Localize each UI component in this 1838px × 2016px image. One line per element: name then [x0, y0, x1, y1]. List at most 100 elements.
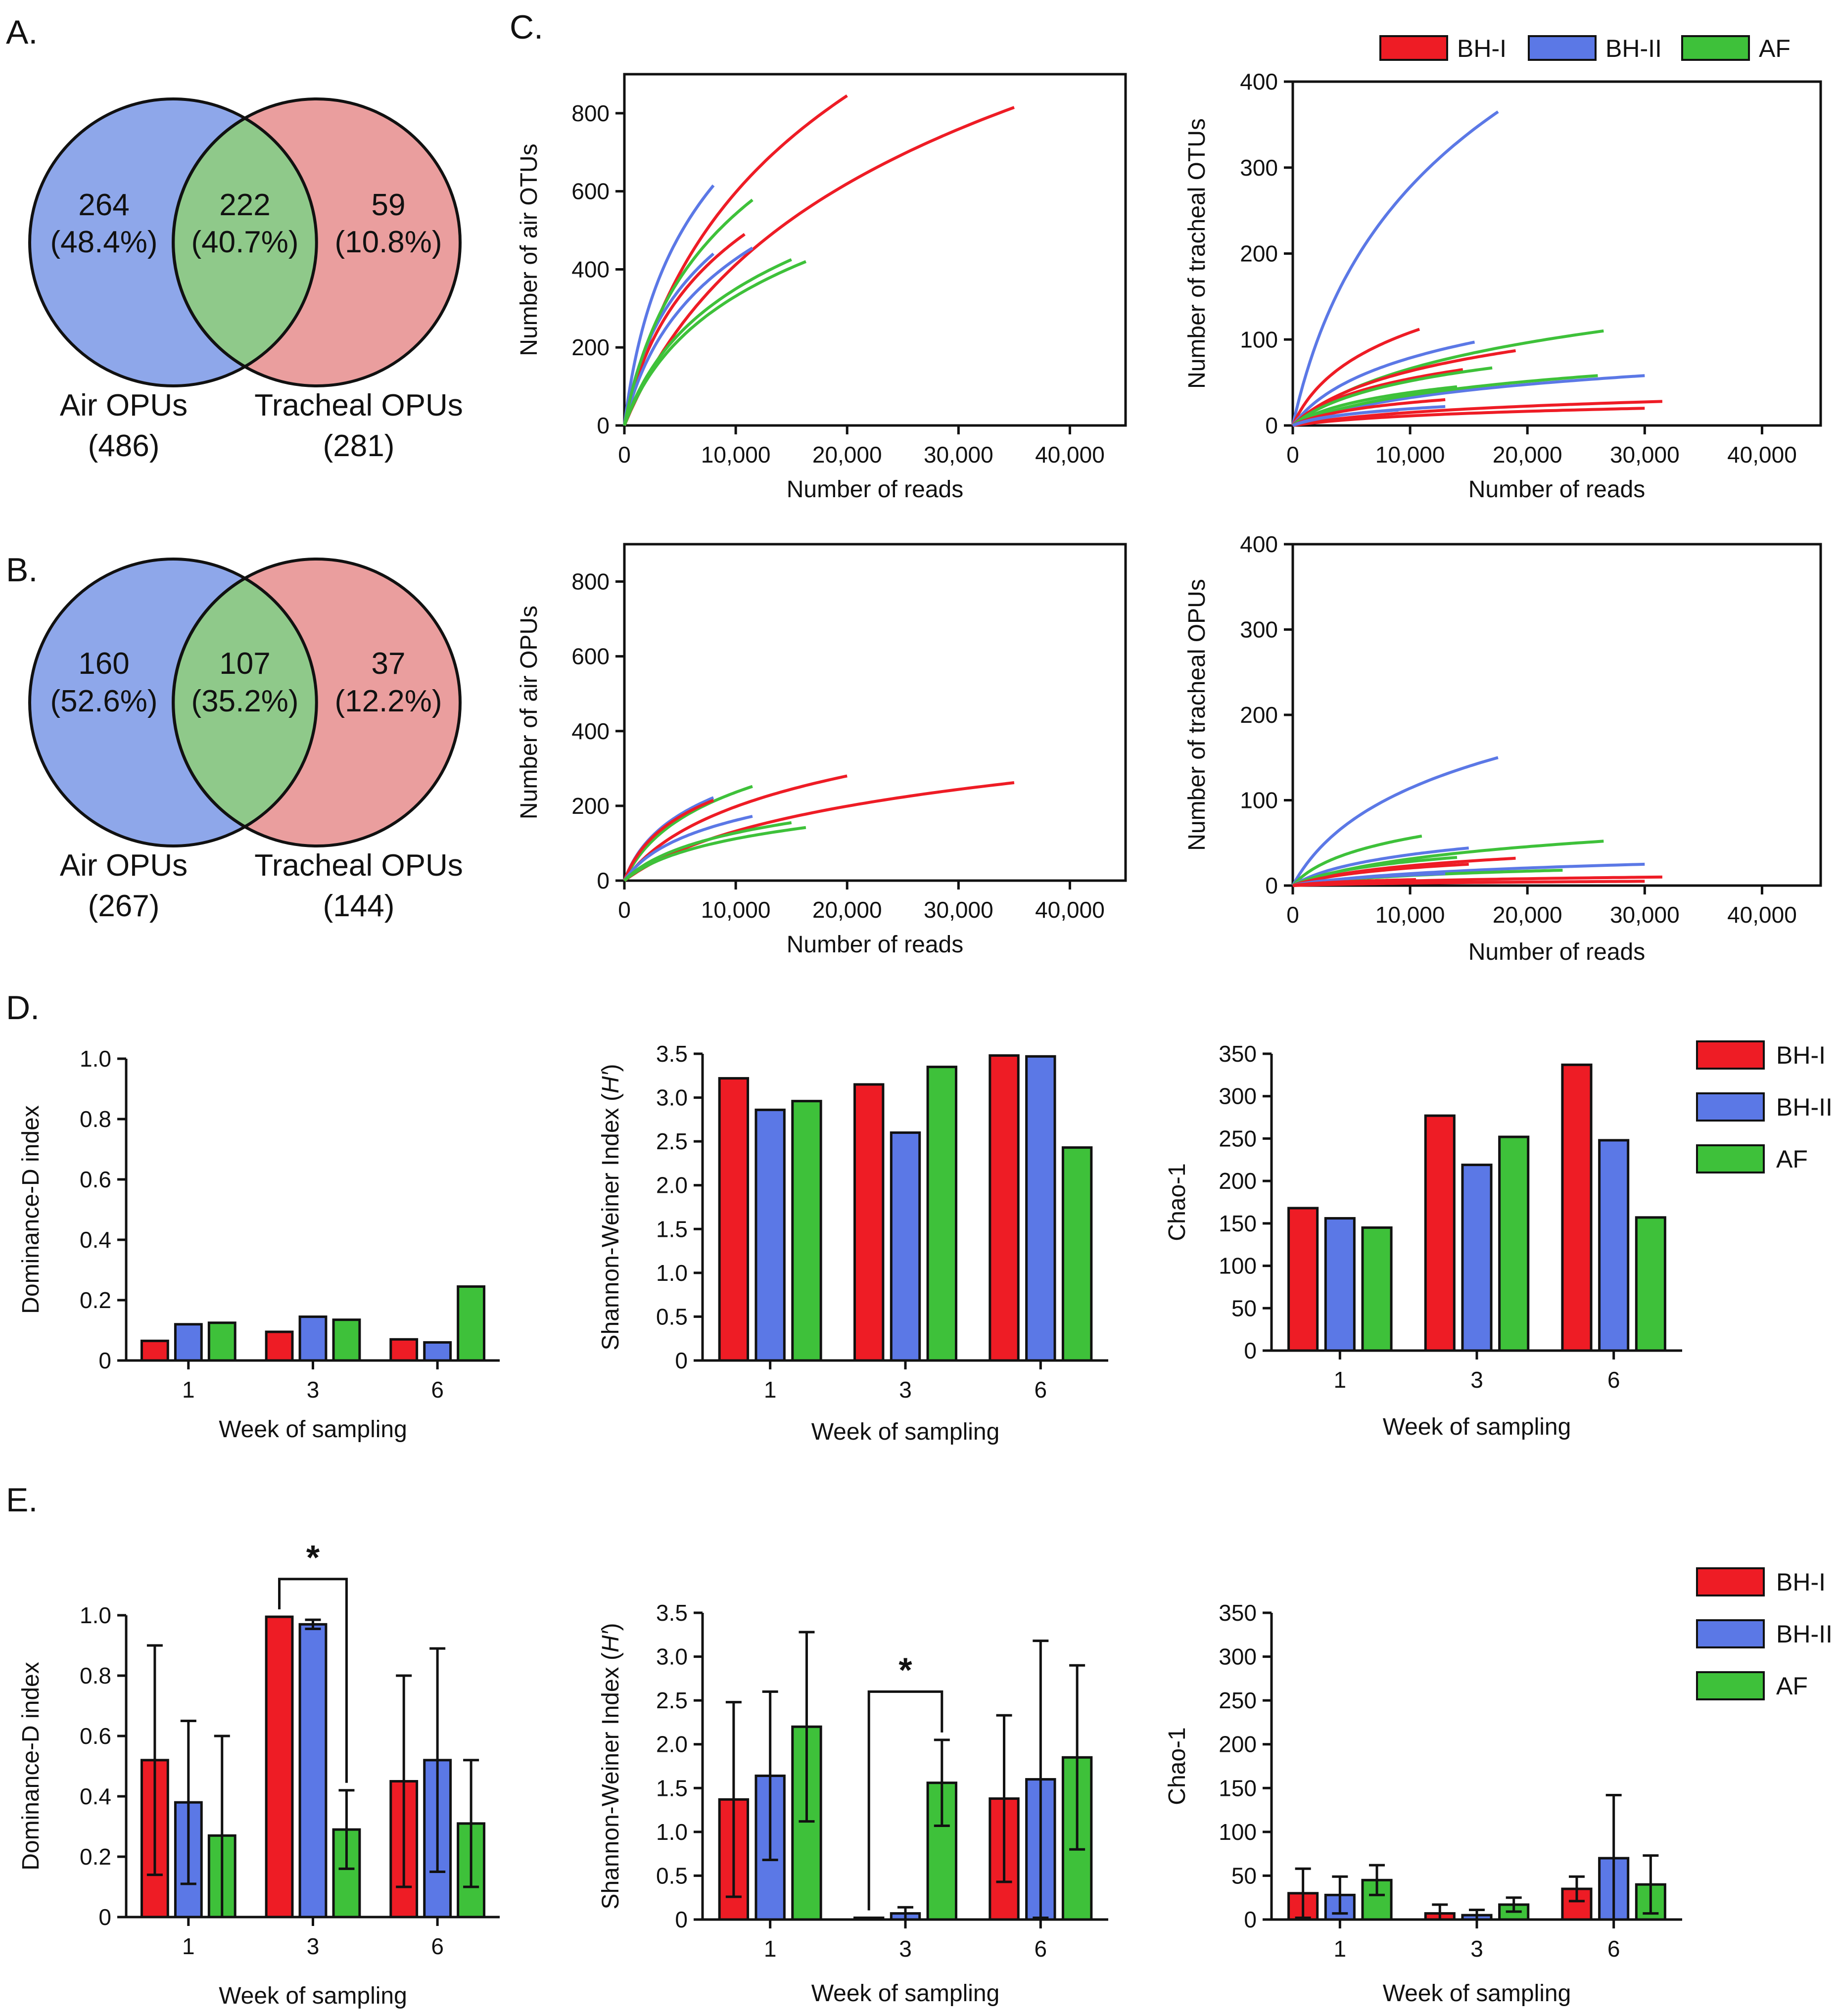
y-tick-label: 100	[1240, 327, 1278, 352]
legend-e-label-af: AF	[1776, 1672, 1808, 1700]
rarefaction-line-af	[623, 198, 754, 426]
x-tick-label: 10,000	[701, 442, 771, 468]
y-tick-label: 1.5	[656, 1216, 688, 1242]
y-tick-label: 400	[1240, 531, 1278, 557]
x-tick-label: 40,000	[1035, 897, 1105, 923]
rarefaction-line-bh-i	[1291, 368, 1463, 427]
y-tick-label: 200	[1219, 1168, 1257, 1194]
y-tick-label: 0	[1265, 873, 1278, 898]
bar-chart-chao1: 0 50 100 150 200 250 300 350 1 3 6 Week of sampling…	[1164, 1041, 1682, 1440]
y-tick-label: 3.5	[656, 1600, 688, 1626]
rarefaction-line-af	[1292, 374, 1598, 427]
y-axis-label: Dominance-D index	[18, 1662, 44, 1871]
y-axis-label: Number of air OTUs	[516, 143, 542, 356]
y-tick-label: 0.4	[80, 1783, 111, 1809]
legend-e-label-bh-ii: BH-II	[1776, 1620, 1833, 1648]
bar-bh-i-week-3	[853, 1916, 885, 1921]
venn-b-overlap-count: 107	[219, 647, 270, 681]
rarefaction-line-bh-i	[1292, 398, 1446, 427]
y-tick-label: 0.8	[80, 1663, 111, 1688]
x-tick-label: 6	[431, 1933, 444, 1959]
bar-bh-i-week-3	[853, 1083, 885, 1362]
venn-a-right-count: 59	[372, 188, 406, 222]
rarefaction-line-af	[623, 785, 753, 882]
y-tick-label: 150	[1219, 1775, 1257, 1801]
y-tick-label: 2.0	[656, 1172, 688, 1198]
y-tick-label: 2.5	[656, 1688, 688, 1713]
x-axis-label: Week of sampling	[1383, 1980, 1571, 2007]
bar-chart-chao1-tracheal: 0 50 100 150 200 250 300 350 1 3 6 Week of sampling…	[1164, 1600, 1682, 2007]
venn-b-right-label: Tracheal OPUs	[254, 848, 463, 883]
bar-bh-ii-week-3	[298, 1623, 328, 1919]
rarefaction-line-bh-ii	[1292, 872, 1446, 887]
bar-bh-i-week-3	[265, 1330, 294, 1362]
bar-bh-ii-week-6	[1025, 1055, 1056, 1362]
x-tick-label: 40,000	[1035, 442, 1105, 468]
x-tick-label: 1	[1334, 1936, 1347, 1962]
bar-bh-ii-week-3	[890, 1131, 921, 1362]
x-tick-label: 0	[618, 897, 631, 923]
x-tick-label: 3	[899, 1377, 912, 1403]
x-tick-label: 3	[307, 1377, 320, 1403]
y-tick-label: 50	[1231, 1863, 1257, 1888]
y-tick-label: 300	[1240, 617, 1278, 643]
legend-c: BH-I BH-II AF	[1379, 35, 1791, 62]
x-tick-label: 10,000	[1375, 902, 1445, 928]
y-axis-label: Shannon-Weiner Index (H′)	[598, 1623, 624, 1909]
rarefaction-line-af	[1291, 835, 1422, 887]
y-axis-label: Chao-1	[1164, 1163, 1190, 1241]
y-tick-label: 3.0	[656, 1644, 688, 1670]
x-tick-label: 0	[618, 442, 631, 468]
panel-label-e: E.	[6, 1481, 38, 1519]
x-axis-label: Week of sampling	[219, 1416, 407, 1443]
rarefaction-line-bh-ii	[623, 184, 715, 426]
legend-e: BH-I BH-II AF	[1696, 1567, 1833, 1700]
significance-star: *	[898, 1650, 912, 1689]
legend-d-swatch-af	[1696, 1144, 1765, 1173]
venn-b-right-pct: (12.2%)	[334, 684, 442, 718]
rarefaction-line-bh-ii	[1292, 374, 1645, 427]
rarefaction-line-af	[1292, 856, 1458, 887]
venn-b-overlap-pct: (35.2%)	[191, 684, 298, 718]
bar-bh-ii-week-1	[174, 1323, 203, 1362]
bar-chart-dominance-d: 0 0.2 0.4 0.6 0.8 1.0 1 3 6 Week of sampling Domin…	[18, 1046, 500, 1443]
venn-a-overlap	[172, 116, 318, 369]
rarefaction-line-bh-ii	[623, 252, 715, 426]
bar-bh-ii-week-6	[423, 1341, 452, 1362]
x-axis-label: Week of sampling	[811, 1980, 1000, 2007]
legend-e-label-bh-i: BH-I	[1776, 1568, 1826, 1596]
bar-af-week-1	[207, 1321, 236, 1362]
x-tick-label: 40,000	[1727, 442, 1797, 468]
venn-a-overlap-count: 222	[219, 188, 270, 222]
x-tick-label: 6	[1607, 1936, 1620, 1962]
x-axis-label: Number of reads	[1468, 939, 1646, 965]
y-tick-label: 0.6	[80, 1723, 111, 1749]
bar-bh-ii-week-3	[1461, 1164, 1493, 1352]
rarefaction-line-bh-i	[1292, 862, 1469, 887]
legend-d-label-bh-ii: BH-II	[1776, 1093, 1833, 1121]
y-tick-label: 0	[98, 1348, 111, 1373]
y-tick-label: 400	[571, 256, 610, 282]
venn-b-left-total: (267)	[88, 889, 160, 923]
bar-chart-shannon-weiner-tracheal: 0 0.5 1.0 1.5 2.0 2.5 3.0 3.5 1 3 6 Week of samplin…	[598, 1600, 1108, 2007]
rarefaction-line-bh-i	[1292, 880, 1645, 887]
venn-a-right-label: Tracheal OPUs	[254, 388, 463, 422]
venn-a-left-count: 264	[78, 188, 129, 222]
y-tick-label: 0	[675, 1907, 688, 1932]
y-tick-label: 0	[98, 1904, 111, 1930]
x-tick-label: 30,000	[924, 442, 993, 468]
legend-d-label-af: AF	[1776, 1145, 1808, 1173]
venn-a-right-total: (281)	[323, 429, 395, 463]
x-axis-label: Number of reads	[787, 932, 964, 958]
x-tick-label: 20,000	[1493, 442, 1562, 468]
y-tick-label: 0.6	[80, 1167, 111, 1192]
rarefaction-line-bh-ii	[1292, 846, 1469, 887]
x-tick-label: 1	[764, 1377, 777, 1403]
y-tick-label: 200	[571, 334, 610, 360]
y-axis-label: Number of tracheal OPUs	[1184, 579, 1210, 851]
rarefaction-line-bh-i	[623, 106, 1015, 426]
x-tick-label: 0	[1286, 902, 1299, 928]
venn-b-left-label: Air OPUs	[60, 848, 188, 883]
legend-e-swatch-af	[1696, 1671, 1765, 1700]
y-tick-label: 300	[1240, 155, 1278, 181]
